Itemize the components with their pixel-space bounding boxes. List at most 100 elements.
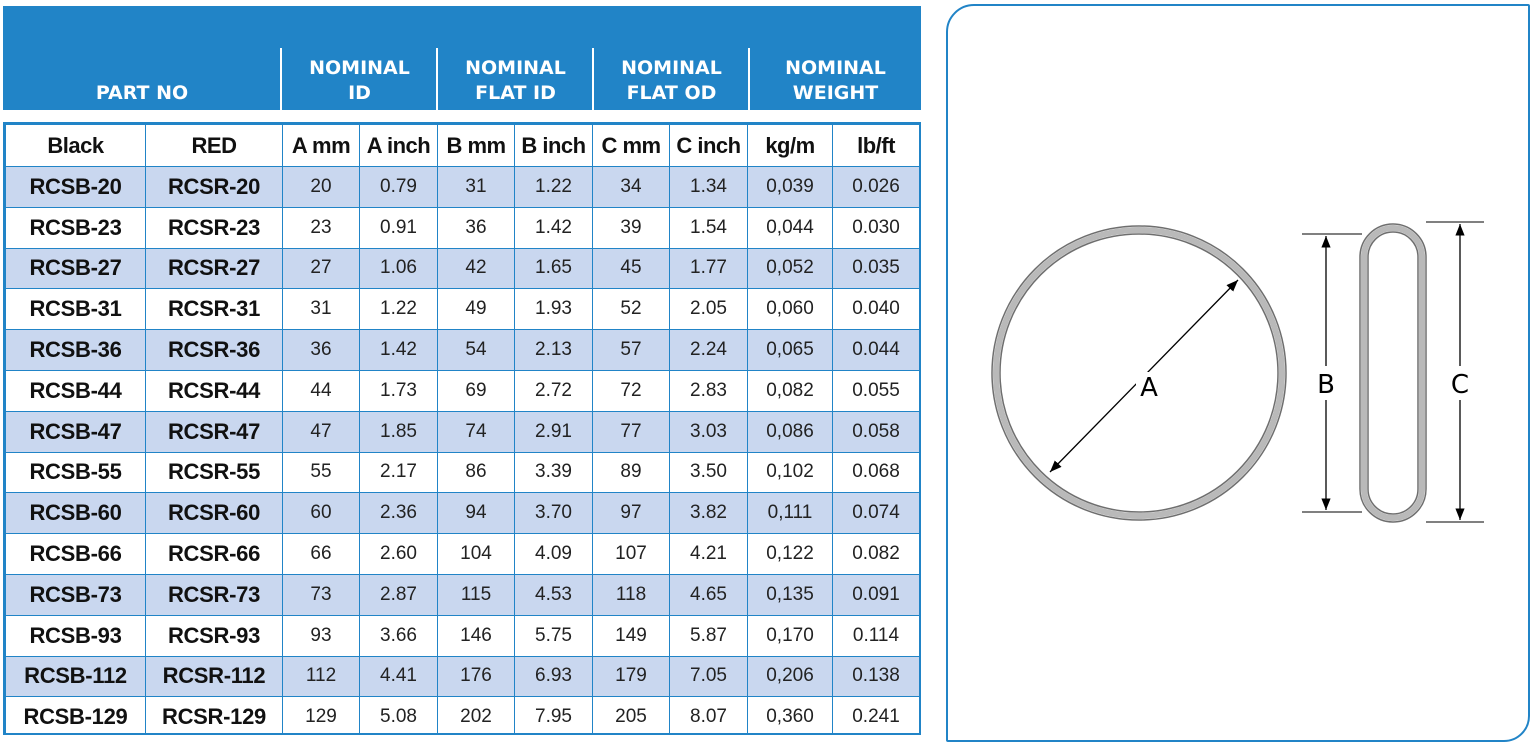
cell-red-part: RCSR-73	[145, 573, 283, 616]
cell-lb-ft: 0.082	[832, 533, 919, 575]
cell-c-inch: 5.87	[669, 614, 748, 657]
cell-a-inch: 1.42	[359, 329, 438, 371]
cell-b-inch: 1.42	[514, 206, 593, 249]
cell-c-inch: 1.77	[669, 247, 748, 290]
header-part-no: PART NO	[95, 82, 189, 104]
cell-black-part: RCSB-55	[5, 451, 146, 494]
cell-a-inch: 5.08	[359, 696, 438, 733]
col-c-mm: C mm	[592, 124, 670, 167]
cell-b-inch: 2.91	[514, 410, 593, 453]
cell-black-part: RCSB-66	[5, 533, 146, 575]
cell-b-mm: 176	[437, 655, 515, 698]
cell-c-inch: 8.07	[669, 696, 748, 733]
col-b-mm: B mm	[437, 124, 515, 167]
cell-black-part: RCSB-27	[5, 247, 146, 290]
table-row: RCSB-20 RCSR-20 20 0.79 31 1.22 34 1.34 0,039 0.0…	[5, 166, 919, 208]
table-header-band	[3, 6, 921, 110]
cell-b-inch: 5.75	[514, 614, 593, 657]
table-row: RCSB-55 RCSR-55 55 2.17 86 3.39 89 3.50 0,102 0.0…	[5, 451, 919, 494]
cell-c-mm: 52	[592, 288, 670, 331]
cell-kg-m: 0,122	[747, 533, 833, 575]
cell-c-inch: 4.21	[669, 533, 748, 575]
cell-b-inch: 7.95	[514, 696, 593, 733]
cell-c-mm: 107	[592, 533, 670, 575]
col-red: RED	[145, 124, 283, 167]
header-divider	[592, 48, 594, 110]
cell-b-inch: 3.39	[514, 451, 593, 494]
cell-b-mm: 36	[437, 206, 515, 249]
cell-c-inch: 2.24	[669, 329, 748, 371]
cell-a-inch: 2.60	[359, 533, 438, 575]
cell-kg-m: 0,039	[747, 166, 833, 208]
header-nominal-id: NOMINAL ID	[309, 57, 410, 104]
cell-a-mm: 27	[282, 247, 360, 290]
cell-c-mm: 45	[592, 247, 670, 290]
table-row: RCSB-93 RCSR-93 93 3.66 146 5.75 149 5.87 0,170 0…	[5, 614, 919, 657]
table-row: RCSB-31 RCSR-31 31 1.22 49 1.93 52 2.05 0,060 0.0…	[5, 288, 919, 331]
cell-kg-m: 0,102	[747, 451, 833, 494]
col-a-mm: A mm	[282, 124, 360, 167]
cell-c-mm: 57	[592, 329, 670, 371]
cell-c-mm: 97	[592, 492, 670, 535]
cell-black-part: RCSB-36	[5, 329, 146, 371]
header-divider	[280, 48, 282, 110]
table-row: RCSB-36 RCSR-36 36 1.42 54 2.13 57 2.24 0,065 0.0…	[5, 329, 919, 371]
cell-lb-ft: 0.074	[832, 492, 919, 535]
table-row: RCSB-73 RCSR-73 73 2.87 115 4.53 118 4.65 0,135 0…	[5, 573, 919, 616]
cell-lb-ft: 0.138	[832, 655, 919, 698]
cell-c-inch: 2.05	[669, 288, 748, 331]
cell-kg-m: 0,044	[747, 206, 833, 249]
cell-kg-m: 0,082	[747, 369, 833, 412]
col-c-inch: C inch	[669, 124, 748, 167]
cell-lb-ft: 0.114	[832, 614, 919, 657]
cell-black-part: RCSB-60	[5, 492, 146, 535]
col-b-inch: B inch	[514, 124, 593, 167]
cell-b-inch: 4.09	[514, 533, 593, 575]
col-black: Black	[5, 124, 146, 167]
cell-a-mm: 55	[282, 451, 360, 494]
header-divider	[436, 48, 438, 110]
table-row: RCSB-44 RCSR-44 44 1.73 69 2.72 72 2.83 0,082 0.0…	[5, 369, 919, 412]
cell-black-part: RCSB-93	[5, 614, 146, 657]
cell-lb-ft: 0.055	[832, 369, 919, 412]
cell-a-inch: 1.06	[359, 247, 438, 290]
parts-table: Black RED A mm A inch B mm B inch C mm C…	[5, 124, 919, 733]
cell-a-inch: 0.91	[359, 206, 438, 249]
label-c: C	[1451, 370, 1469, 400]
cell-lb-ft: 0.058	[832, 410, 919, 453]
ring-dimension-diagram: A B C	[991, 221, 1484, 523]
table-row: RCSB-66 RCSR-66 66 2.60 104 4.09 107 4.21 0,122 0…	[5, 533, 919, 575]
cell-b-mm: 54	[437, 329, 515, 371]
cell-black-part: RCSB-44	[5, 369, 146, 412]
cell-kg-m: 0,170	[747, 614, 833, 657]
ring-top-view	[991, 225, 1287, 521]
cell-b-mm: 31	[437, 166, 515, 208]
cell-a-inch: 2.17	[359, 451, 438, 494]
cell-red-part: RCSR-93	[145, 614, 283, 657]
cell-red-part: RCSR-44	[145, 369, 283, 412]
cell-kg-m: 0,360	[747, 696, 833, 733]
cell-kg-m: 0,052	[747, 247, 833, 290]
cell-c-mm: 118	[592, 573, 670, 616]
cell-red-part: RCSR-129	[145, 696, 283, 733]
cell-a-mm: 47	[282, 410, 360, 453]
cell-c-inch: 7.05	[669, 655, 748, 698]
label-c-bg	[1447, 366, 1473, 400]
cell-b-inch: 1.93	[514, 288, 593, 331]
cell-a-mm: 93	[282, 614, 360, 657]
cell-a-inch: 0.79	[359, 166, 438, 208]
cell-red-part: RCSR-47	[145, 410, 283, 453]
diagram-panel	[946, 4, 1530, 742]
cell-lb-ft: 0.091	[832, 573, 919, 616]
cell-black-part: RCSB-129	[5, 696, 146, 733]
cell-red-part: RCSR-66	[145, 533, 283, 575]
label-b: B	[1317, 370, 1335, 400]
cell-c-mm: 149	[592, 614, 670, 657]
label-b-bg	[1313, 366, 1339, 400]
cell-b-mm: 69	[437, 369, 515, 412]
cell-red-part: RCSR-20	[145, 166, 283, 208]
table-row: RCSB-27 RCSR-27 27 1.06 42 1.65 45 1.77 0,052 0.0…	[5, 247, 919, 290]
cell-lb-ft: 0.035	[832, 247, 919, 290]
cell-c-mm: 77	[592, 410, 670, 453]
cell-a-mm: 31	[282, 288, 360, 331]
